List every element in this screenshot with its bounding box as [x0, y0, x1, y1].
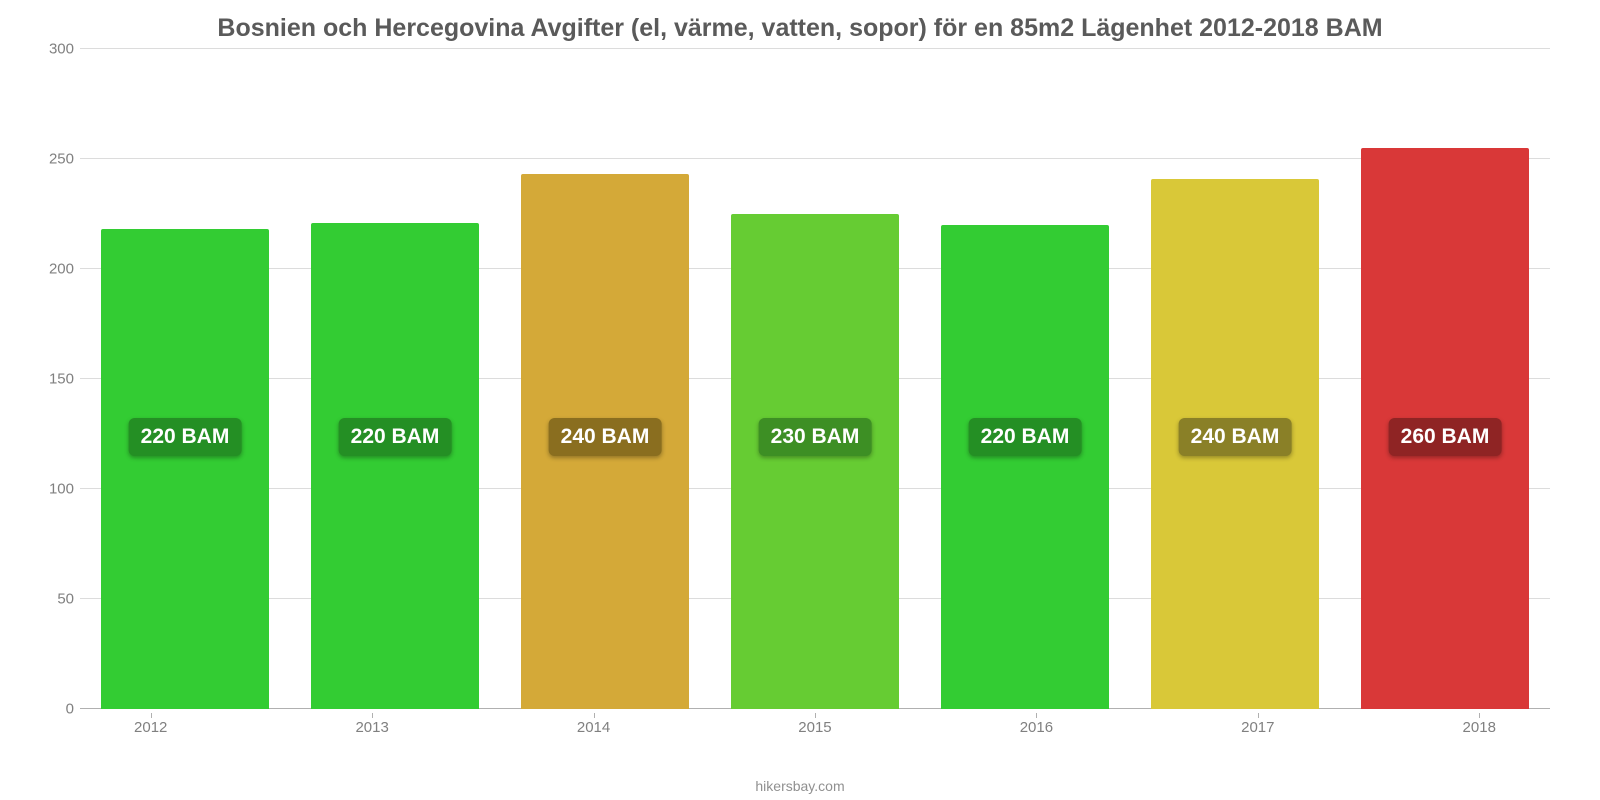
y-tick-label: 250: [40, 151, 74, 168]
bar-slot: 220 BAM: [290, 49, 500, 709]
bar: [101, 229, 269, 709]
bar-slot: 220 BAM: [80, 49, 290, 709]
data-label: 230 BAM: [759, 418, 872, 456]
x-tick-label: 2016: [926, 713, 1147, 736]
bar: [731, 214, 899, 709]
x-tick-label: 2017: [1147, 713, 1368, 736]
x-tick-label: 2015: [704, 713, 925, 736]
bar-slot: 220 BAM: [920, 49, 1130, 709]
data-label: 260 BAM: [1389, 418, 1502, 456]
x-tick-label: 2014: [483, 713, 704, 736]
data-label: 240 BAM: [1179, 418, 1292, 456]
bar: [941, 225, 1109, 709]
bars-group: 220 BAM 220 BAM 240 BAM 230 BAM 220 BAM 240 B…: [80, 49, 1550, 709]
x-tick-label: 2012: [40, 713, 261, 736]
chart-container: Bosnien och Hercegovina Avgifter (el, vä…: [0, 0, 1600, 800]
plot-area: 050100150200250300 220 BAM220 BAM240 BAM…: [80, 49, 1550, 709]
chart-title: Bosnien och Hercegovina Avgifter (el, vä…: [40, 14, 1560, 43]
bar-slot: 240 BAM: [1130, 49, 1340, 709]
x-tick-label: 2013: [261, 713, 482, 736]
bar-slot: 260 BAM: [1340, 49, 1550, 709]
source-label: hikersbay.com: [0, 778, 1600, 794]
data-label: 220 BAM: [339, 418, 452, 456]
bar-slot: 230 BAM: [710, 49, 920, 709]
data-label: 220 BAM: [129, 418, 242, 456]
y-tick-label: 150: [40, 371, 74, 388]
x-axis: 2012201320142015201620172018: [40, 713, 1590, 736]
y-tick-label: 200: [40, 261, 74, 278]
y-tick-label: 50: [40, 591, 74, 608]
bar: [311, 223, 479, 709]
y-tick-label: 300: [40, 41, 74, 58]
y-tick-label: 100: [40, 481, 74, 498]
bar-slot: 240 BAM: [500, 49, 710, 709]
x-tick-label: 2018: [1369, 713, 1590, 736]
data-label: 220 BAM: [969, 418, 1082, 456]
data-label: 240 BAM: [549, 418, 662, 456]
